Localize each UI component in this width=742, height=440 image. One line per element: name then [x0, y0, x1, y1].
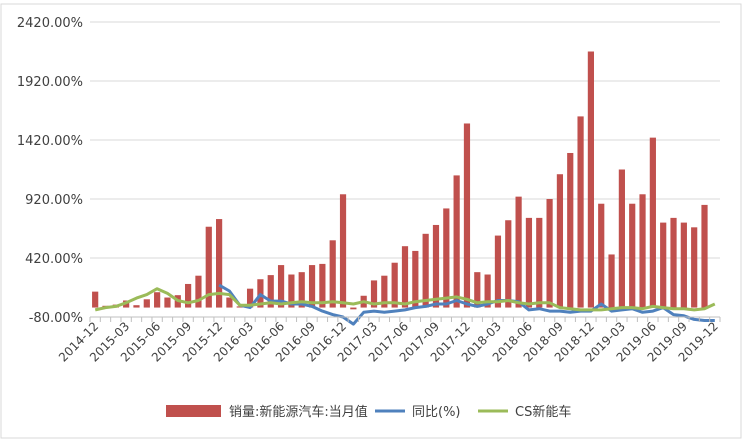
bar [350, 307, 357, 310]
legend-swatch-bar [166, 405, 221, 417]
legend-label-bar: 销量:新能源汽车:当月值 [229, 404, 368, 420]
bar [577, 116, 584, 308]
bar [525, 217, 533, 308]
bar [701, 204, 708, 308]
bar [505, 220, 512, 308]
bar [443, 208, 450, 308]
bar [216, 219, 223, 308]
bar [680, 222, 687, 308]
bar [267, 275, 274, 308]
bar [236, 306, 243, 308]
bar [432, 224, 440, 308]
bar [164, 297, 171, 308]
bar [298, 272, 305, 308]
bar [670, 217, 677, 308]
bar [226, 297, 233, 308]
bar [453, 175, 460, 308]
bar [381, 275, 388, 308]
series-line-cs [94, 287, 716, 312]
chart-border [0, 3, 742, 439]
legend-label-cs: CS新能车 [515, 404, 571, 420]
bar [205, 226, 212, 308]
bar [329, 240, 336, 308]
y-tick-label: 920.00% [25, 193, 83, 208]
bar [546, 199, 553, 308]
y-tick-label: 1420.00% [17, 134, 83, 149]
bar [246, 288, 254, 308]
bar [463, 123, 471, 308]
bar [660, 222, 667, 308]
bar [484, 274, 491, 308]
bar [629, 203, 636, 308]
bar [494, 235, 502, 308]
legend: 销量:新能源汽车:当月值 同比(%) CS新能车 [166, 404, 571, 420]
line-series [94, 283, 716, 326]
bar [185, 283, 192, 308]
bar [598, 203, 605, 308]
bar [92, 291, 99, 308]
bar [515, 196, 522, 308]
legend-label-yoy: 同比(%) [412, 405, 461, 420]
bar [339, 194, 347, 308]
bar [422, 233, 429, 308]
bar [308, 265, 316, 308]
bar [154, 292, 161, 308]
bar [370, 280, 378, 308]
bar [691, 227, 698, 308]
y-tick-label: 2420.00% [17, 16, 83, 31]
y-tick-label: -80.00% [29, 311, 83, 326]
bar [639, 194, 646, 308]
bar [401, 246, 409, 308]
bar [288, 274, 295, 308]
bar [536, 217, 543, 308]
bar [319, 263, 326, 308]
bar [412, 250, 419, 308]
bar [277, 265, 285, 308]
y-tick-label: 1920.00% [17, 75, 83, 90]
bar [587, 51, 594, 308]
bar [556, 174, 564, 308]
bar [649, 137, 656, 308]
y-axis: 2420.00% 1920.00% 1420.00% 920.00% 420.00% -8… [17, 16, 83, 326]
bar [474, 272, 481, 308]
bar-series [92, 51, 708, 310]
bar [143, 299, 150, 308]
bar [195, 275, 202, 308]
y-tick-label: 420.00% [25, 252, 83, 267]
bar [608, 254, 615, 308]
bar [618, 169, 625, 308]
bar [391, 262, 398, 308]
bar [567, 152, 574, 308]
bar [133, 305, 140, 308]
